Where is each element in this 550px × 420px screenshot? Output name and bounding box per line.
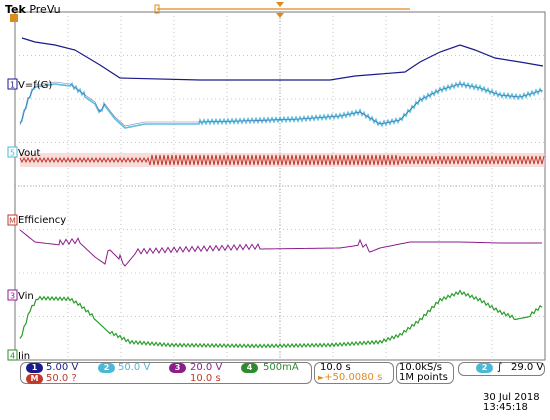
trace-label-iin: Iin: [18, 351, 31, 362]
ground-marker: [7, 349, 18, 361]
ch4-scale: 500mA: [263, 362, 299, 373]
acquisition-readout-box[interactable]: [396, 362, 454, 384]
math-scale: 50.0 ?: [46, 373, 77, 384]
channel-readout-box[interactable]: [20, 362, 312, 384]
efficiency-trace: [19, 229, 542, 267]
math-chip[interactable]: M: [26, 374, 43, 384]
ground-marker: [7, 78, 18, 90]
ground-marker: [7, 289, 18, 301]
horizontal-readout-box[interactable]: [314, 362, 394, 384]
time-readout: 13:45:18: [483, 402, 528, 413]
ground-marker-label: 4: [10, 352, 15, 361]
ch3-scale: 20.0 V: [190, 362, 223, 373]
timebase-readout: 10.0 s: [320, 362, 351, 373]
brand-label: Tek: [5, 3, 26, 16]
trigger-slope-icon: ∫: [497, 362, 503, 373]
trigger-source-chip[interactable]: 2: [476, 363, 493, 373]
trigger-position-readout: ►+50.0080 s: [318, 372, 383, 383]
sample-rate-readout: 10.0kS/s: [399, 362, 442, 373]
ground-marker: [7, 214, 18, 226]
trigger-level-marker: [10, 14, 18, 22]
ground-marker-label: M: [9, 217, 16, 226]
ground-marker-label: 5: [10, 149, 15, 158]
ch2-trace: [19, 80, 543, 129]
date-readout: 30 Jul 2018: [483, 392, 540, 403]
trace-label-vout: Vout: [18, 148, 41, 159]
trace-label-vin: Vin: [18, 291, 34, 302]
ch2-chip[interactable]: 2: [98, 363, 115, 373]
ch1-trace: [21, 37, 544, 81]
record-length-readout: 1M points: [399, 372, 448, 383]
graticule: 1 5 M 3 4: [7, 2, 546, 361]
trace-label-efficiency: Efficiency: [18, 215, 67, 226]
ch2-trace-center: [19, 81, 544, 127]
ground-marker-label: 3: [10, 292, 15, 301]
vout-trace: [19, 154, 545, 166]
ch2-scale: 50.0 V: [118, 362, 151, 373]
trigger-position-icon: ►: [318, 373, 325, 382]
ground-marker: [7, 146, 18, 158]
ch1-scale: 5.00 V: [46, 362, 79, 373]
ch1-chip[interactable]: 1: [26, 363, 43, 373]
record-view-marker: [154, 4, 160, 14]
mode-label: PreVu: [29, 3, 61, 16]
waveforms: [19, 37, 545, 349]
ch3-chip[interactable]: 3: [169, 363, 186, 373]
ground-marker-label: 1: [10, 81, 15, 90]
ch4-chip[interactable]: 4: [241, 363, 258, 373]
trigger-position-marker: [276, 13, 284, 18]
math-timebase: 10.0 s: [190, 373, 221, 384]
trigger-level-readout: 29.0 V: [511, 362, 544, 373]
vin-trace: [19, 289, 543, 349]
trace-label-ch2: V=f(G): [18, 80, 53, 91]
trigger-marker-top: [276, 2, 284, 7]
